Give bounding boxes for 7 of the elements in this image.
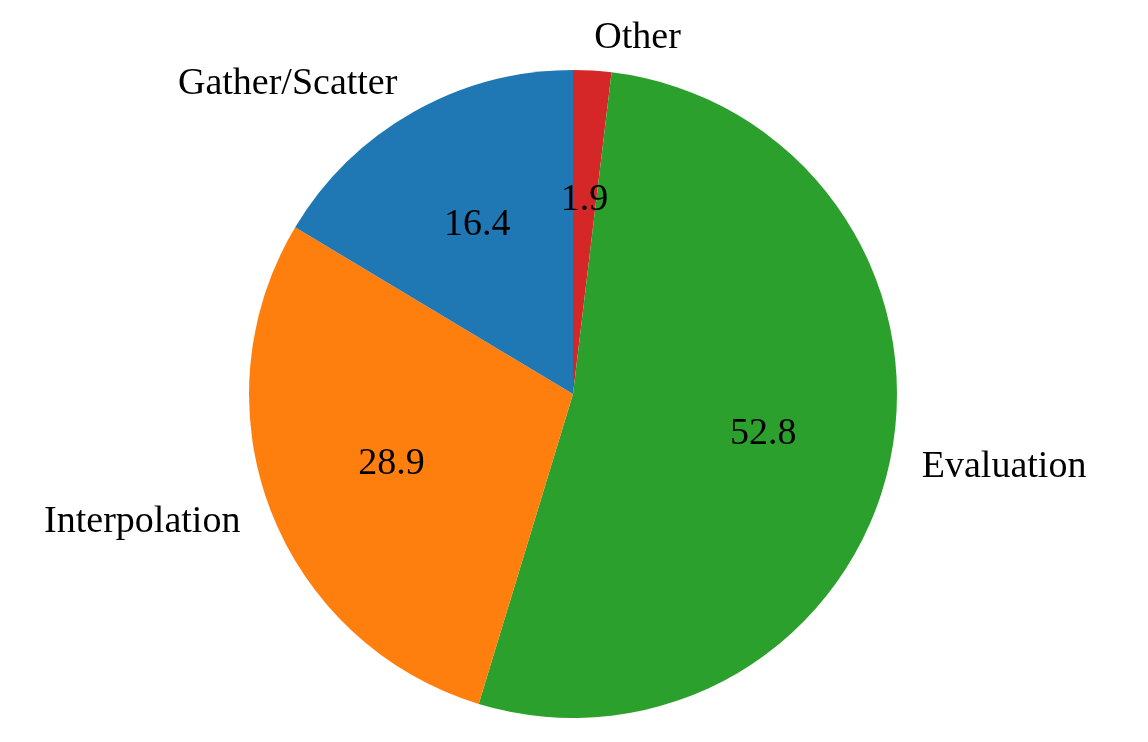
slice-label: Other bbox=[594, 14, 682, 57]
slice-label: Gather/Scatter bbox=[177, 59, 398, 102]
data-label: 16.4 bbox=[443, 200, 511, 243]
slice-label: Evaluation bbox=[921, 443, 1087, 486]
data-label: 52.8 bbox=[729, 410, 797, 452]
slice-label: Interpolation bbox=[44, 498, 241, 541]
data-label: 28.9 bbox=[358, 439, 425, 482]
